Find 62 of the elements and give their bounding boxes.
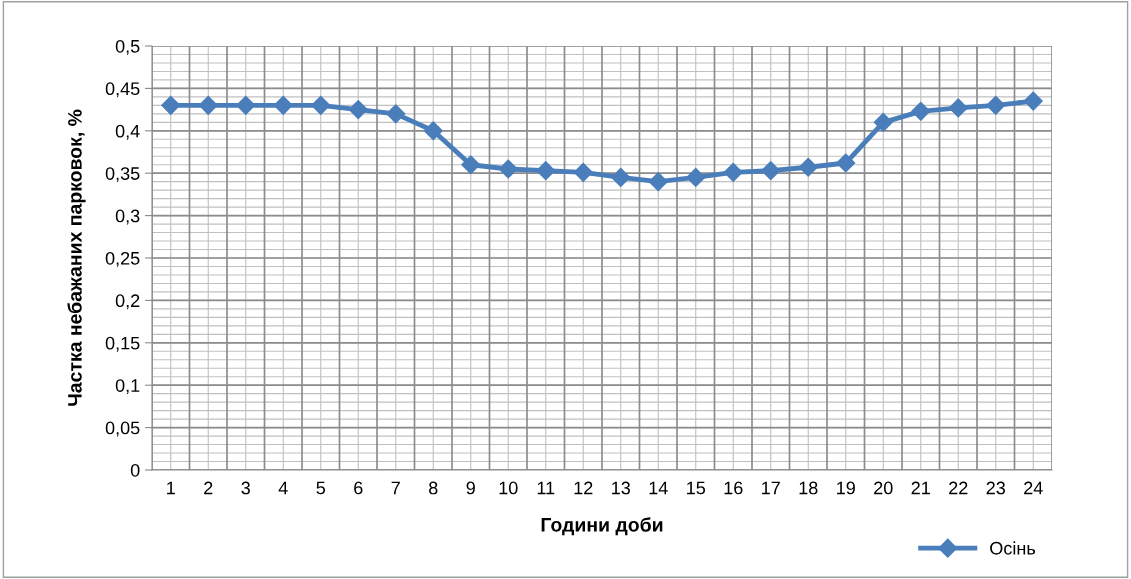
x-tick-label: 5 [316, 481, 326, 495]
y-tick-label: 0,3 [115, 209, 140, 225]
point [986, 95, 1006, 115]
point [648, 172, 668, 192]
point [723, 162, 743, 182]
point [798, 157, 818, 177]
y-tick-label: 0,05 [105, 421, 140, 437]
y-tick-label: 0 [130, 463, 140, 477]
y-tick-label: 0,15 [105, 336, 140, 352]
y-tick-label: 0,5 [115, 39, 140, 55]
x-tick-label: 2 [204, 481, 213, 495]
point [423, 121, 443, 141]
x-tick-label: 8 [429, 481, 438, 495]
y-tick-label: 0,45 [105, 82, 140, 98]
point [611, 167, 631, 187]
x-tick-label: 11 [537, 481, 555, 495]
x-tick-label: 22 [949, 481, 968, 495]
y-axis-title: Частка небажаних парковок, % [67, 109, 86, 406]
point [536, 161, 556, 181]
point [236, 95, 256, 115]
point [948, 98, 968, 118]
point [761, 161, 781, 181]
point [1023, 91, 1043, 111]
point [836, 153, 856, 173]
x-tick-label: 1 [167, 481, 175, 495]
point [573, 162, 593, 182]
x-tick-label: 10 [499, 481, 518, 495]
x-axis-title: Години доби [541, 517, 663, 536]
x-tick-label: 9 [466, 481, 475, 495]
x-tick-label: 17 [762, 481, 780, 495]
point [911, 101, 931, 121]
x-tick-label: 24 [1024, 481, 1043, 495]
point [686, 167, 706, 187]
point [386, 104, 406, 124]
point [461, 155, 481, 175]
x-tick-label: 6 [354, 481, 363, 495]
x-tick-label: 14 [649, 481, 668, 495]
x-tick-label: 7 [391, 481, 400, 495]
x-tick-label: 23 [986, 481, 1005, 495]
x-tick-label: 4 [278, 481, 288, 495]
point [198, 95, 218, 115]
y-tick-label: 0,2 [115, 294, 140, 310]
point [311, 95, 331, 115]
x-tick-label: 19 [837, 481, 855, 495]
x-tick-label: 21 [911, 481, 930, 495]
point [873, 112, 893, 132]
y-tick-label: 0,35 [105, 167, 140, 183]
x-tick-label: 18 [799, 481, 818, 495]
y-tick-label: 0,4 [115, 124, 140, 140]
x-tick-label: 16 [724, 481, 743, 495]
point [273, 95, 293, 115]
y-tick-label: 0,25 [105, 251, 140, 267]
point [498, 159, 518, 179]
point [348, 100, 368, 120]
x-tick-label: 15 [687, 481, 706, 495]
x-tick-label: 13 [612, 481, 630, 495]
x-tick-label: 3 [241, 481, 250, 495]
y-tick-label: 0,1 [115, 379, 140, 395]
legend-label: Осінь [990, 541, 1036, 555]
x-tick-label: 12 [574, 481, 593, 495]
x-tick-label: 20 [874, 481, 893, 495]
point [161, 95, 181, 115]
